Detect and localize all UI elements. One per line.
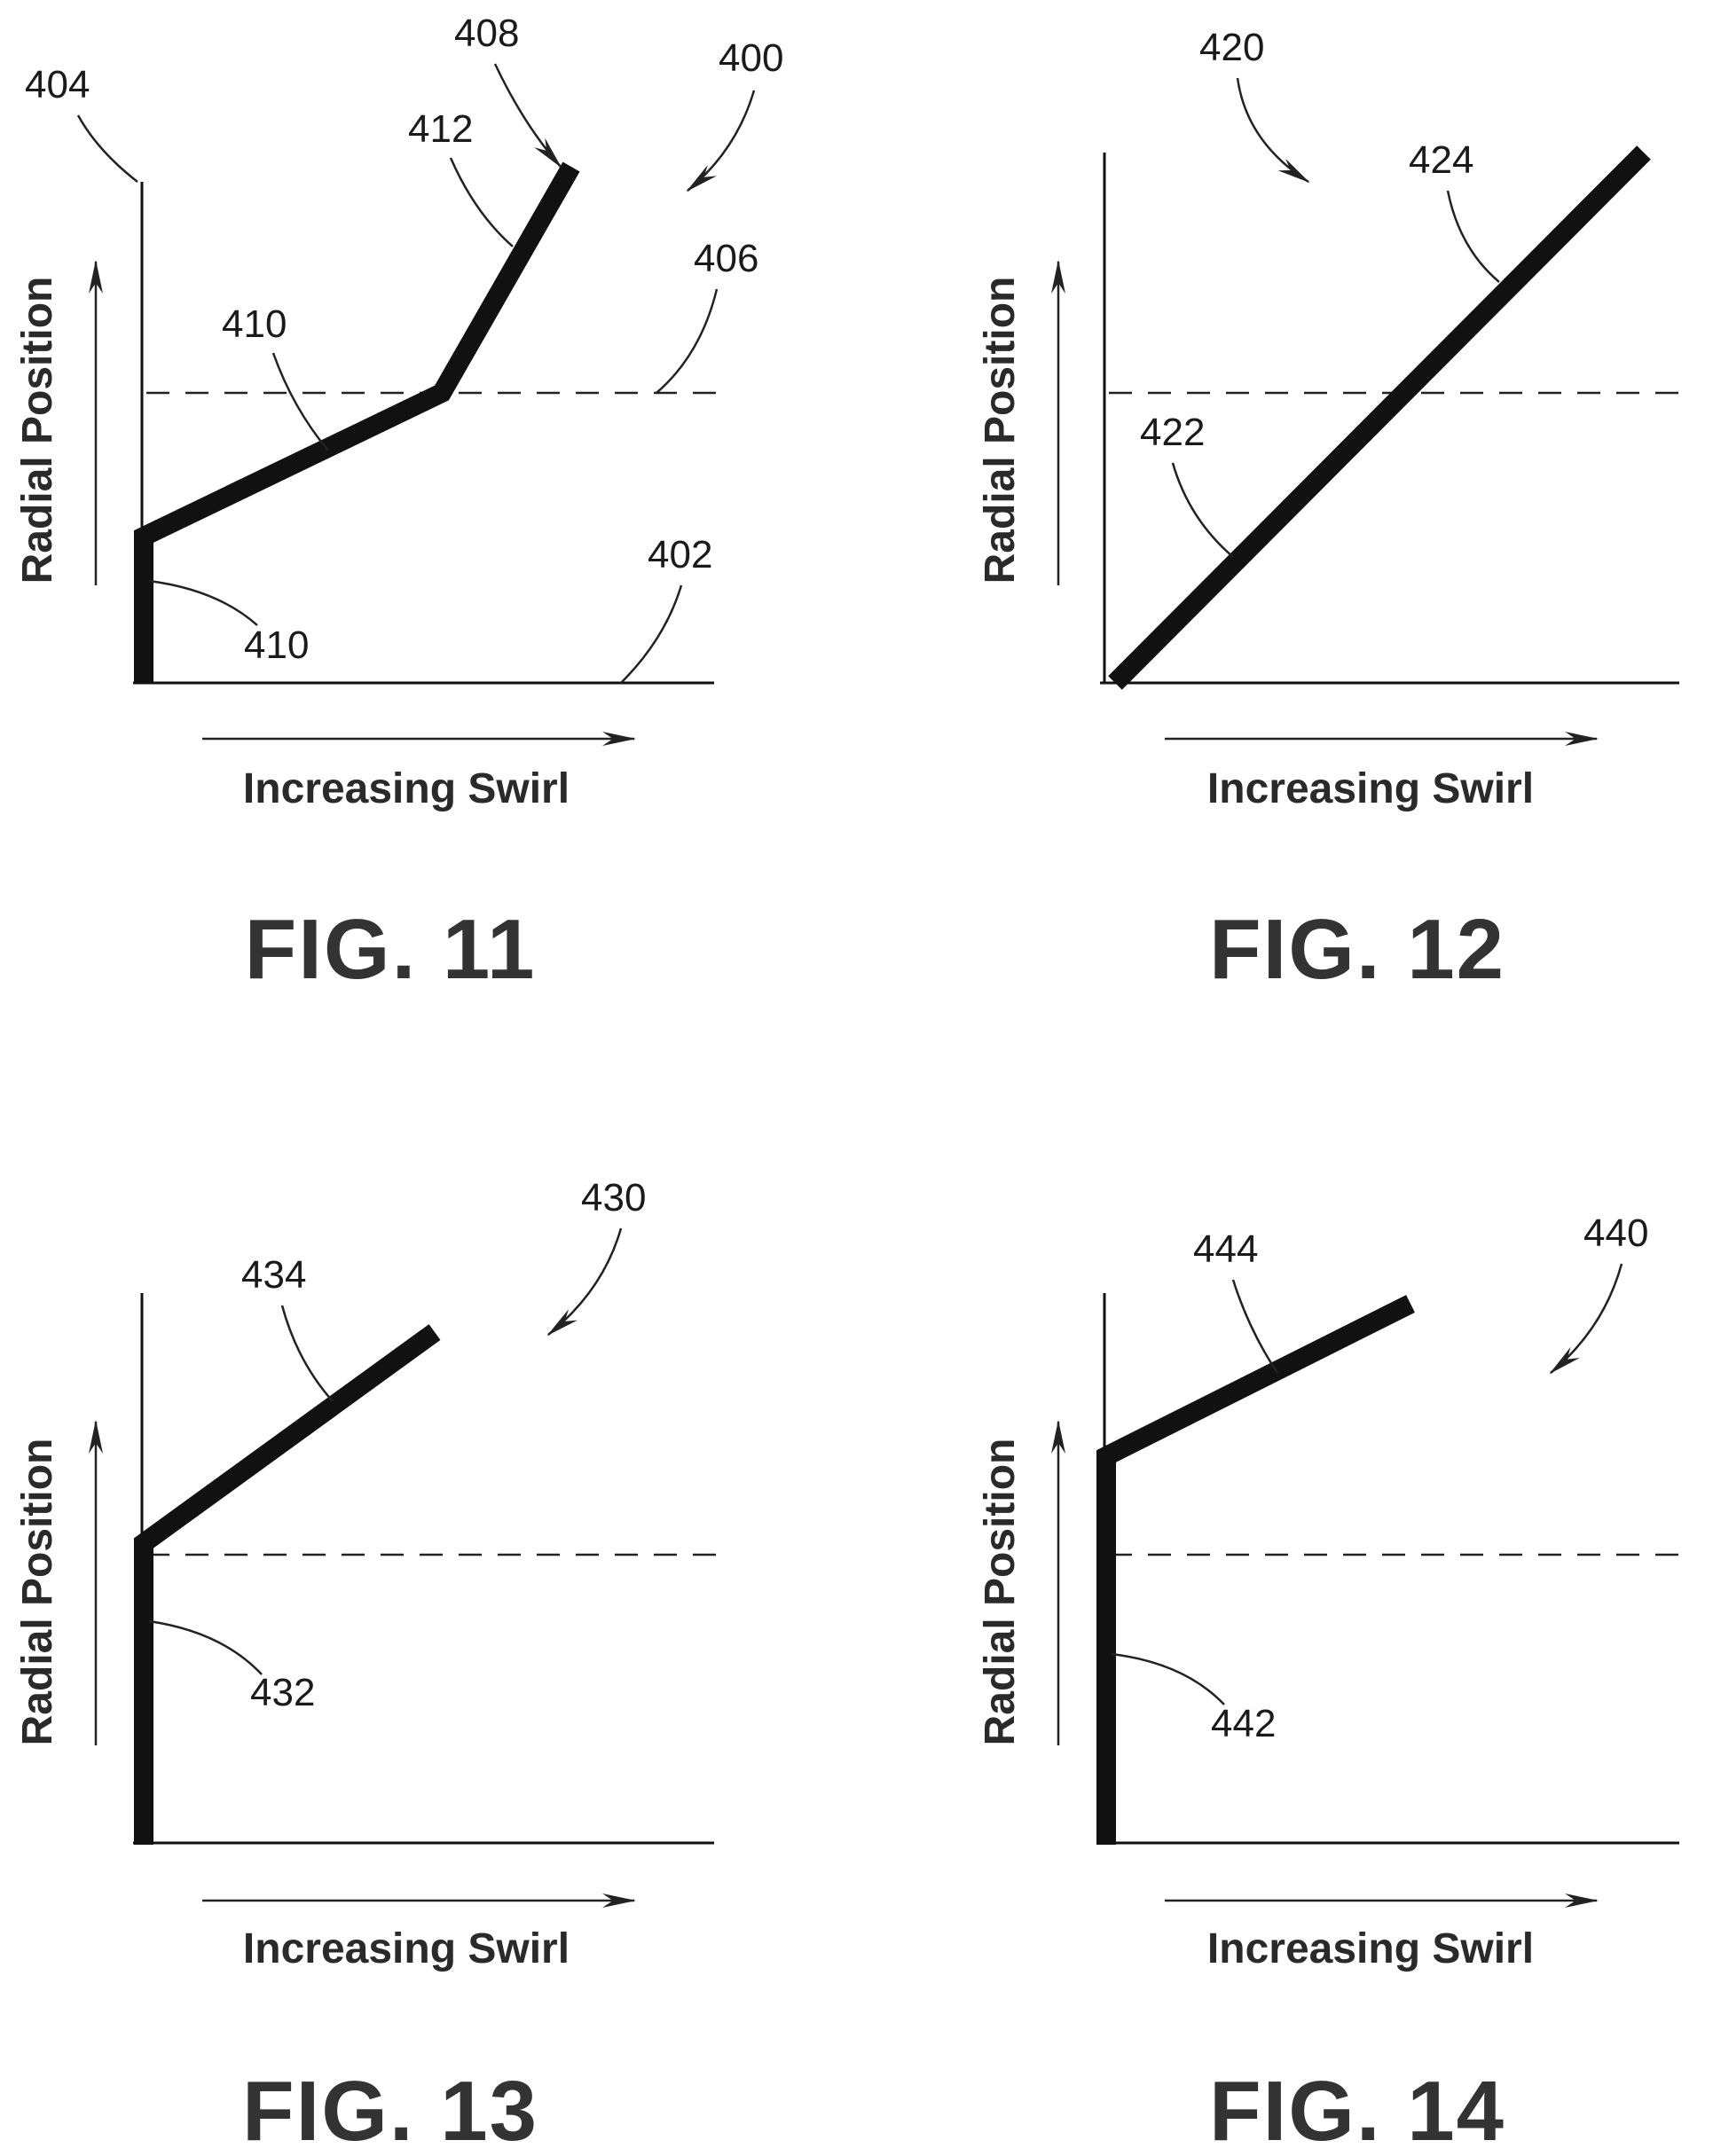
ref-412: 412	[408, 107, 473, 151]
figure-caption: FIG. 11	[245, 902, 537, 997]
leader-408	[493, 63, 562, 169]
ref-424: 424	[1409, 138, 1473, 182]
ref-422: 422	[1140, 411, 1205, 454]
leader-440	[1549, 1263, 1623, 1375]
ref-408: 408	[454, 12, 519, 55]
swirl-profile	[134, 1324, 441, 1845]
ref-404: 404	[25, 63, 90, 106]
swirl-profile	[1096, 1295, 1415, 1845]
figure-caption: FIG. 13	[242, 2064, 538, 2156]
leader-420	[1236, 77, 1310, 184]
figure-12: Radial Position Increasing Swirl FIG. 12…	[977, 26, 1694, 997]
y-axis-label: Radial Position	[977, 277, 1024, 584]
figure-14: Radial Position Increasing Swirl FIG. 14…	[977, 1211, 1694, 2156]
figure-caption: FIG. 12	[1209, 902, 1505, 997]
ref-440: 440	[1583, 1211, 1648, 1255]
ref-420: 420	[1199, 26, 1264, 69]
x-axis-label: Increasing Swirl	[1207, 1925, 1534, 1972]
ref-444: 444	[1193, 1227, 1258, 1271]
leader-430	[546, 1227, 623, 1337]
figure-caption: FIG. 14	[1209, 2064, 1505, 2156]
x-axis-label: Increasing Swirl	[1207, 765, 1534, 812]
ref-402: 402	[648, 533, 712, 576]
ref-442: 442	[1211, 1702, 1276, 1745]
leader-422	[1171, 462, 1234, 558]
leader-410-lower	[148, 579, 258, 626]
swirl-profile-408	[134, 161, 580, 683]
leader-402	[620, 584, 683, 684]
figure-13: Radial Position Increasing Swirl FIG. 13…	[14, 1176, 732, 2156]
ref-410-upper: 410	[222, 302, 287, 346]
x-axis-label: Increasing Swirl	[243, 765, 570, 812]
leader-434	[280, 1305, 334, 1402]
x-axis-label: Increasing Swirl	[243, 1925, 570, 1972]
ref-434: 434	[241, 1253, 306, 1297]
leader-410-upper	[271, 352, 329, 451]
leader-442	[1111, 1652, 1225, 1705]
ref-410-lower: 410	[244, 623, 309, 667]
leader-412	[449, 157, 514, 247]
swirl-profile	[1108, 145, 1651, 690]
leader-400	[686, 90, 756, 192]
ref-432: 432	[250, 1671, 315, 1714]
leader-406	[656, 288, 719, 394]
ref-400: 400	[719, 36, 783, 80]
y-axis-label: Radial Position	[14, 1439, 61, 1746]
ref-406: 406	[694, 237, 758, 280]
ref-430: 430	[581, 1176, 646, 1219]
leader-424	[1446, 190, 1500, 283]
figure-11: Radial Position Increasing Swirl FIG. 11…	[14, 12, 783, 997]
y-axis-label: Radial Position	[14, 277, 61, 584]
leader-444	[1231, 1279, 1279, 1374]
leader-404	[76, 114, 138, 183]
y-axis-label: Radial Position	[977, 1439, 1024, 1746]
leader-432	[148, 1619, 263, 1675]
